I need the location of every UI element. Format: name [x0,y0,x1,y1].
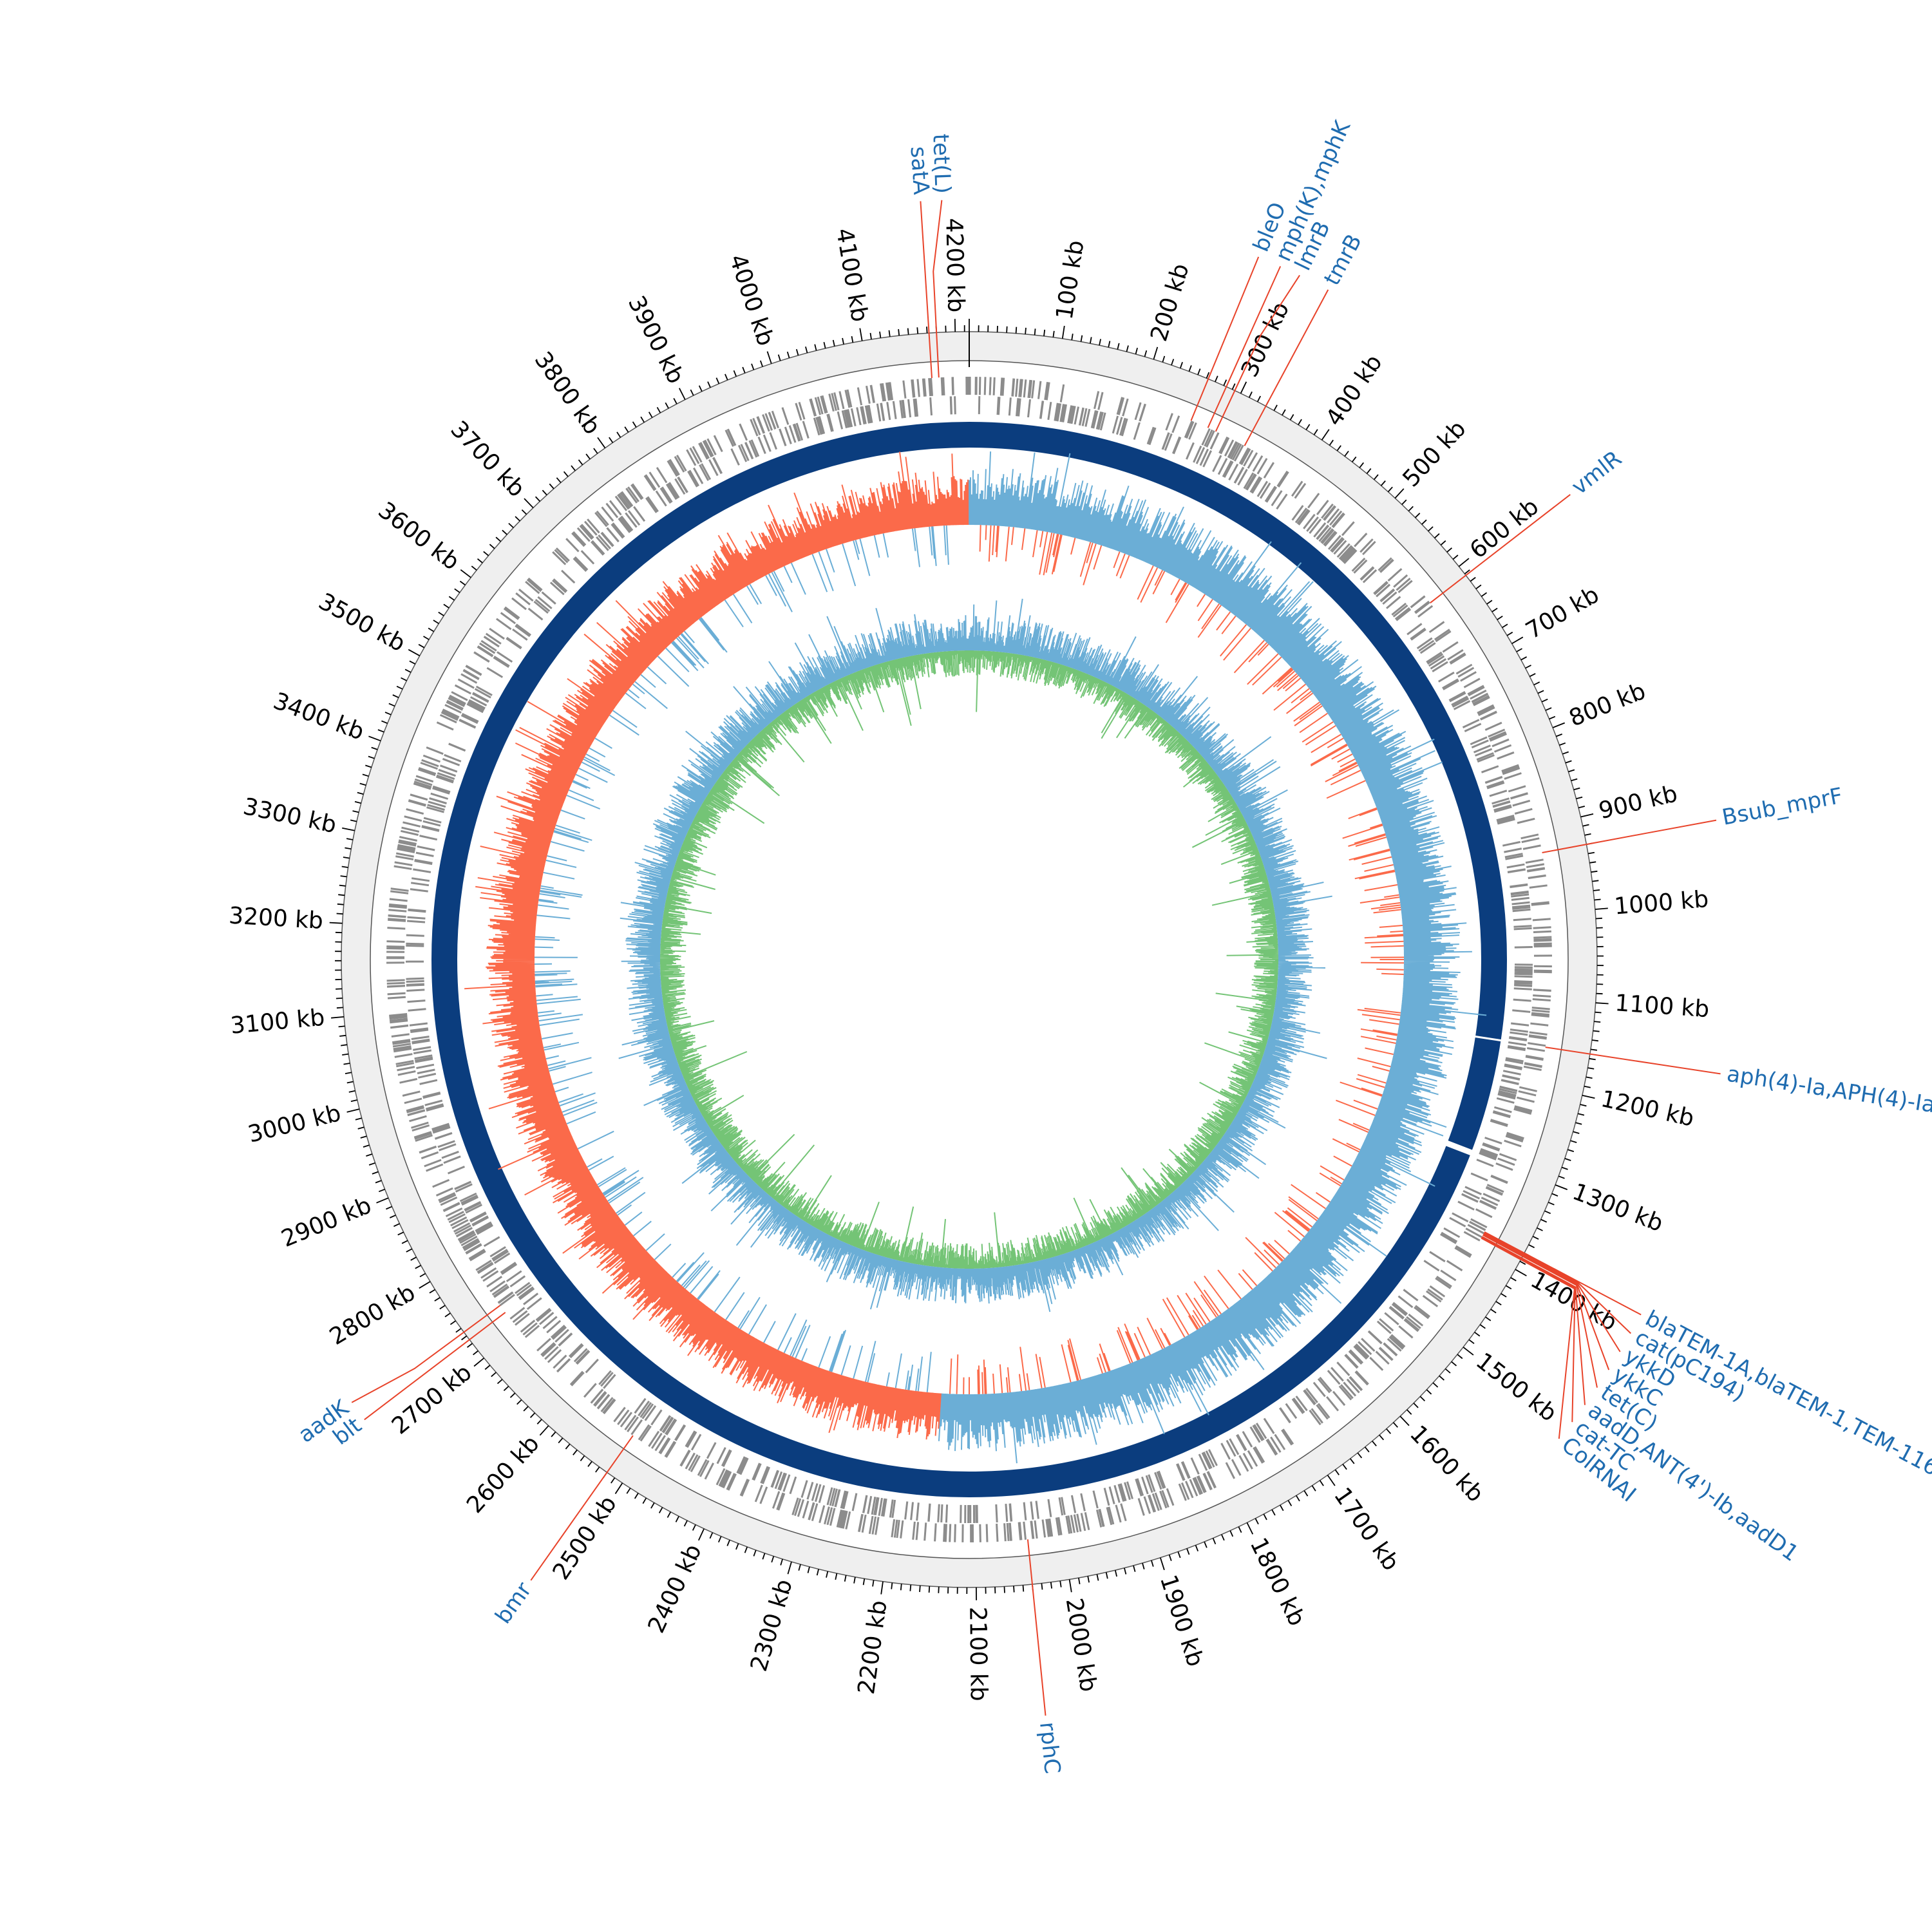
annotation-leader [364,1312,506,1421]
tick-label: 3600 kb [373,497,464,576]
backbone-gap [1444,1140,1473,1156]
tick-label: 4000 kb [724,251,779,349]
feature-marks [386,376,1553,1543]
backbone-ring [431,422,1507,1497]
annotation-leader [351,1305,501,1403]
tick-label: 4100 kb [831,226,873,324]
feature-track [386,376,1553,1543]
tick-label: 1700 kb [1329,1483,1404,1576]
annotation-leader [1483,1233,1621,1352]
annotation-leader [933,200,943,378]
annotation-leader [1484,1231,1642,1316]
annotation-leader [1481,1237,1575,1439]
tick-label: 1800 kb [1245,1534,1311,1631]
annotation-leader [1545,1046,1721,1075]
gc-skew-negative-series [659,650,1279,1269]
annotation-leader [1482,1233,1610,1370]
annotation-leader [1542,819,1717,853]
tick-label: 3200 kb [228,903,324,934]
annotation-label: bmr [490,1578,536,1629]
annotation-leader [1482,1234,1598,1388]
annotation-leader [1481,1236,1586,1405]
tick-label: 900 kb [1596,781,1680,824]
annotation-label: rphC [1034,1721,1065,1775]
tick-label: 1200 kb [1598,1086,1696,1132]
annotation-leader [1190,256,1260,421]
annotation-label: Bsub_mprF [1720,783,1845,831]
backbone-gap [1473,1035,1502,1042]
tick-label: 3300 kb [241,793,339,838]
tick-label: 3900 kb [623,292,689,388]
tick-label: 600 kb [1465,493,1544,564]
tick-label: 1900 kb [1155,1572,1209,1670]
tick-label: 2100 kb [964,1607,992,1701]
tick-label: 3000 kb [245,1100,343,1148]
gc-skew-track [618,598,1332,1312]
tick-label: 3100 kb [229,1005,326,1039]
gc-high-series [534,451,1487,1464]
annotation-leader [1481,1236,1576,1423]
annotation-leader [530,1435,634,1581]
tick-label: 200 kb [1146,260,1195,344]
annotation-leader [1483,1232,1631,1334]
annotation-label: aph(4)-Ia,APH(4)-Ia [1725,1061,1932,1119]
tick-label: 4200 kb [940,218,969,313]
annotation-leader [1027,1539,1046,1716]
tick-label: 2700 kb [387,1359,477,1440]
tick-label: 700 kb [1521,582,1604,645]
annotation-leader [920,201,933,378]
annotation-label: blaTEM-1A,blaTEM-1,TEM-116 [1641,1305,1932,1481]
tick-label: 2800 kb [325,1280,420,1350]
tick-label: 1300 kb [1569,1179,1667,1237]
gc-skew-positive-series [618,598,1332,1312]
tick-label: 2400 kb [643,1540,707,1637]
annotation-leader [1244,289,1329,446]
annotation-leader [1430,494,1571,603]
gc-content-track [464,451,1487,1464]
tick-label: 1600 kb [1405,1421,1489,1508]
backbone-track [431,422,1507,1497]
tick-label: 3800 kb [529,347,606,439]
tick-label: 3500 kb [314,589,410,658]
tick-label: 1100 kb [1614,990,1710,1023]
annotation-label: vmlR [1567,446,1627,500]
tick-label: 2000 kb [1061,1596,1102,1694]
annotation-label: satA [905,146,934,196]
tick-label: 3700 kb [445,416,529,502]
tick-label: 2300 kb [746,1577,798,1674]
tick-label: 2500 kb [548,1492,622,1585]
tick-label: 1000 kb [1613,886,1710,920]
gc-low-series [464,451,1405,1440]
tick-label: 1500 kb [1471,1348,1562,1427]
annotation-leader [1207,266,1282,428]
tick-label: 500 kb [1397,416,1471,493]
annotation-label: tet(L) [927,133,955,194]
tick-label: 2200 kb [853,1598,893,1696]
tick-label: 800 kb [1566,678,1649,732]
annotation-leader [1215,274,1300,432]
tick-label: 400 kb [1321,350,1387,431]
tick-label: 3400 kb [270,688,368,746]
tick-label: 2600 kb [462,1430,545,1518]
tick-label: 2900 kb [278,1192,375,1253]
tick-label: 100 kb [1052,238,1090,321]
